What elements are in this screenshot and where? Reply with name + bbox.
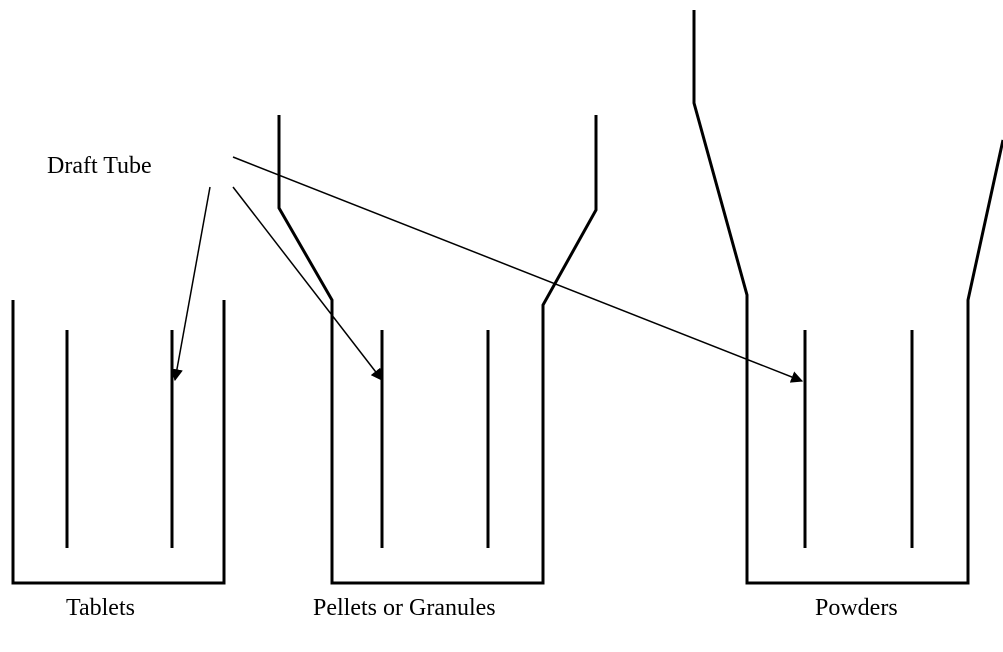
label: Draft Tube — [47, 153, 152, 179]
arrow — [232, 186, 383, 381]
arrow — [171, 186, 211, 382]
vessel-tablets — [11, 300, 226, 585]
vessel-powders — [692, 10, 1003, 585]
caption: Tablets — [66, 595, 135, 621]
caption: Pellets or Granules — [313, 595, 496, 621]
arrow — [232, 156, 804, 383]
vessel-pellets — [277, 115, 598, 585]
caption: Powders — [815, 595, 898, 621]
